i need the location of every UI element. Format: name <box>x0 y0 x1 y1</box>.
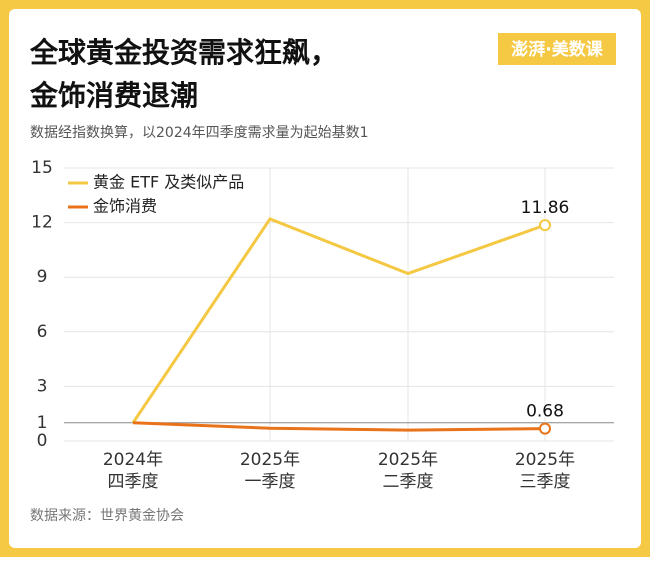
legend-label: 黄金 ETF 及类似产品 <box>93 173 244 192</box>
y-tick-label: 12 <box>31 213 53 233</box>
end-point <box>539 219 551 232</box>
chart-title: 全球黄金投资需求狂飙， <box>29 36 338 69</box>
y-tick-label: 9 <box>37 267 48 287</box>
x-tick-label: 2025年 <box>240 450 300 470</box>
value-label: 11.86 <box>521 198 570 218</box>
y-tick-label: 1 <box>37 413 48 433</box>
logo-box <box>498 33 616 65</box>
end-point <box>539 422 551 435</box>
y-tick-label: 15 <box>31 158 53 178</box>
x-tick-label: 二季度 <box>383 472 434 492</box>
x-tick-label: 2024年 <box>103 450 163 470</box>
y-tick-label: 0 <box>37 431 48 451</box>
card <box>9 9 641 548</box>
legend-label: 金饰消费 <box>93 197 157 216</box>
logo: 澎湃·美数课 <box>511 39 603 60</box>
x-tick-label: 四季度 <box>108 472 159 492</box>
value-label: 0.68 <box>526 402 564 422</box>
x-tick-label: 一季度 <box>245 472 296 492</box>
x-tick-label: 2025年 <box>378 450 438 470</box>
y-tick-label: 6 <box>37 322 48 342</box>
x-tick-label: 2025年 <box>515 450 575 470</box>
x-tick-label: 三季度 <box>520 472 571 492</box>
series-line <box>132 421 546 432</box>
subtitle: 数据经指数换算，以2024年四季度需求量为起始基数1 <box>30 124 369 141</box>
y-tick-label: 3 <box>37 376 48 396</box>
source: 数据来源：世界黄金协会 <box>30 507 184 524</box>
chart-title: 金饰消费退潮 <box>29 79 198 112</box>
series-line <box>131 217 546 424</box>
